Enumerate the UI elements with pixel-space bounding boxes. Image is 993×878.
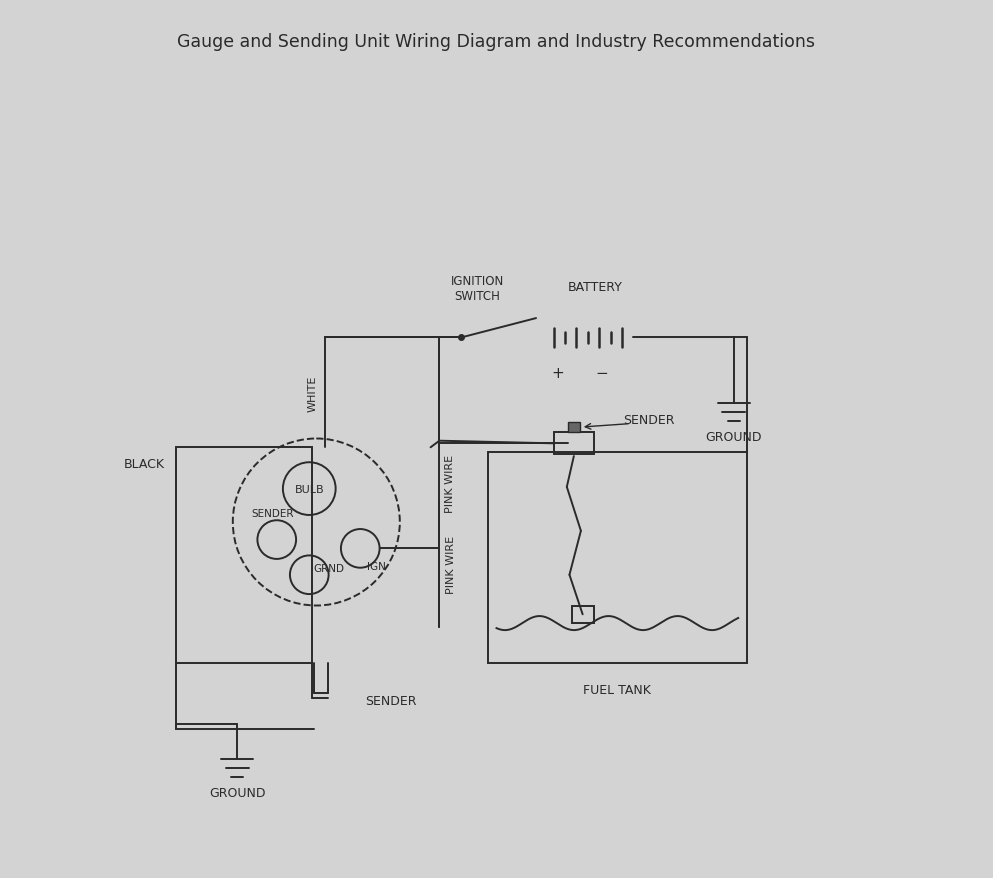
Bar <box>488 452 747 663</box>
Bar <box>572 606 594 623</box>
Text: BLACK: BLACK <box>124 457 165 470</box>
Bar <box>568 422 580 433</box>
Text: SENDER: SENDER <box>365 694 417 707</box>
Text: GROUND: GROUND <box>209 787 265 799</box>
Bar <box>176 448 312 663</box>
Text: GRND: GRND <box>313 563 345 573</box>
Text: SWITCH: SWITCH <box>454 290 500 302</box>
Text: FUEL TANK: FUEL TANK <box>584 683 651 695</box>
Text: IGN: IGN <box>366 561 385 572</box>
Text: SENDER: SENDER <box>251 508 294 519</box>
Text: GROUND: GROUND <box>706 431 762 443</box>
Text: SENDER: SENDER <box>623 414 674 426</box>
Text: PINK WIRE: PINK WIRE <box>446 535 456 594</box>
Text: BATTERY: BATTERY <box>568 281 623 293</box>
Text: IGNITION: IGNITION <box>451 275 503 287</box>
Bar <box>554 433 594 455</box>
Text: WHITE: WHITE <box>308 375 318 411</box>
Text: PINK WIRE: PINK WIRE <box>445 454 455 512</box>
Text: +: + <box>552 365 564 381</box>
Text: −: − <box>596 365 609 381</box>
Text: BULB: BULB <box>295 484 324 494</box>
Text: Gauge and Sending Unit Wiring Diagram and Industry Recommendations: Gauge and Sending Unit Wiring Diagram an… <box>178 33 815 51</box>
